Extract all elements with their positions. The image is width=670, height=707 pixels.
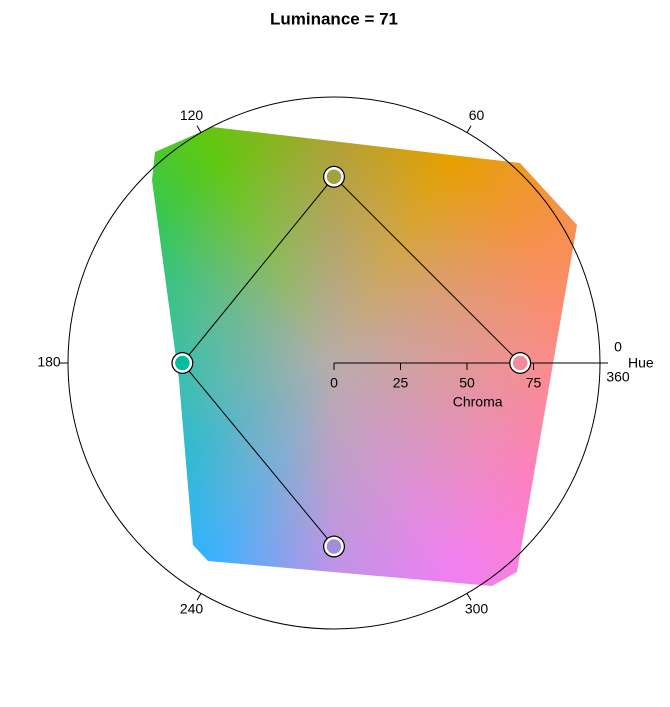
hue-label: Hue [628, 355, 654, 371]
hue-tick-label: 120 [180, 107, 204, 123]
hue-tick [196, 593, 202, 601]
hue-tick [466, 593, 472, 601]
hue-tick-label: 360 [606, 369, 630, 385]
chroma-label: Chroma [453, 394, 503, 410]
palette-point [324, 536, 344, 557]
chroma-tick-label: 0 [330, 375, 338, 391]
chroma-tick-label: 75 [526, 375, 542, 391]
hue-tick-label: 300 [465, 601, 489, 617]
hue-tick-label: 240 [180, 601, 204, 617]
palette-point [324, 167, 344, 187]
hue-tick [196, 125, 202, 133]
chroma-tick-label: 50 [459, 375, 475, 391]
hue-tick [466, 125, 472, 133]
palette-point [172, 353, 193, 373]
hue-tick-label: 60 [469, 107, 485, 123]
palette-point [510, 353, 530, 373]
palette-line [181, 176, 521, 547]
chart-title: Luminance = 71 [270, 9, 398, 28]
hue-tick-label: 180 [37, 354, 61, 370]
hue-tick-label: 0 [614, 339, 622, 355]
chroma-tick-label: 25 [393, 375, 409, 391]
